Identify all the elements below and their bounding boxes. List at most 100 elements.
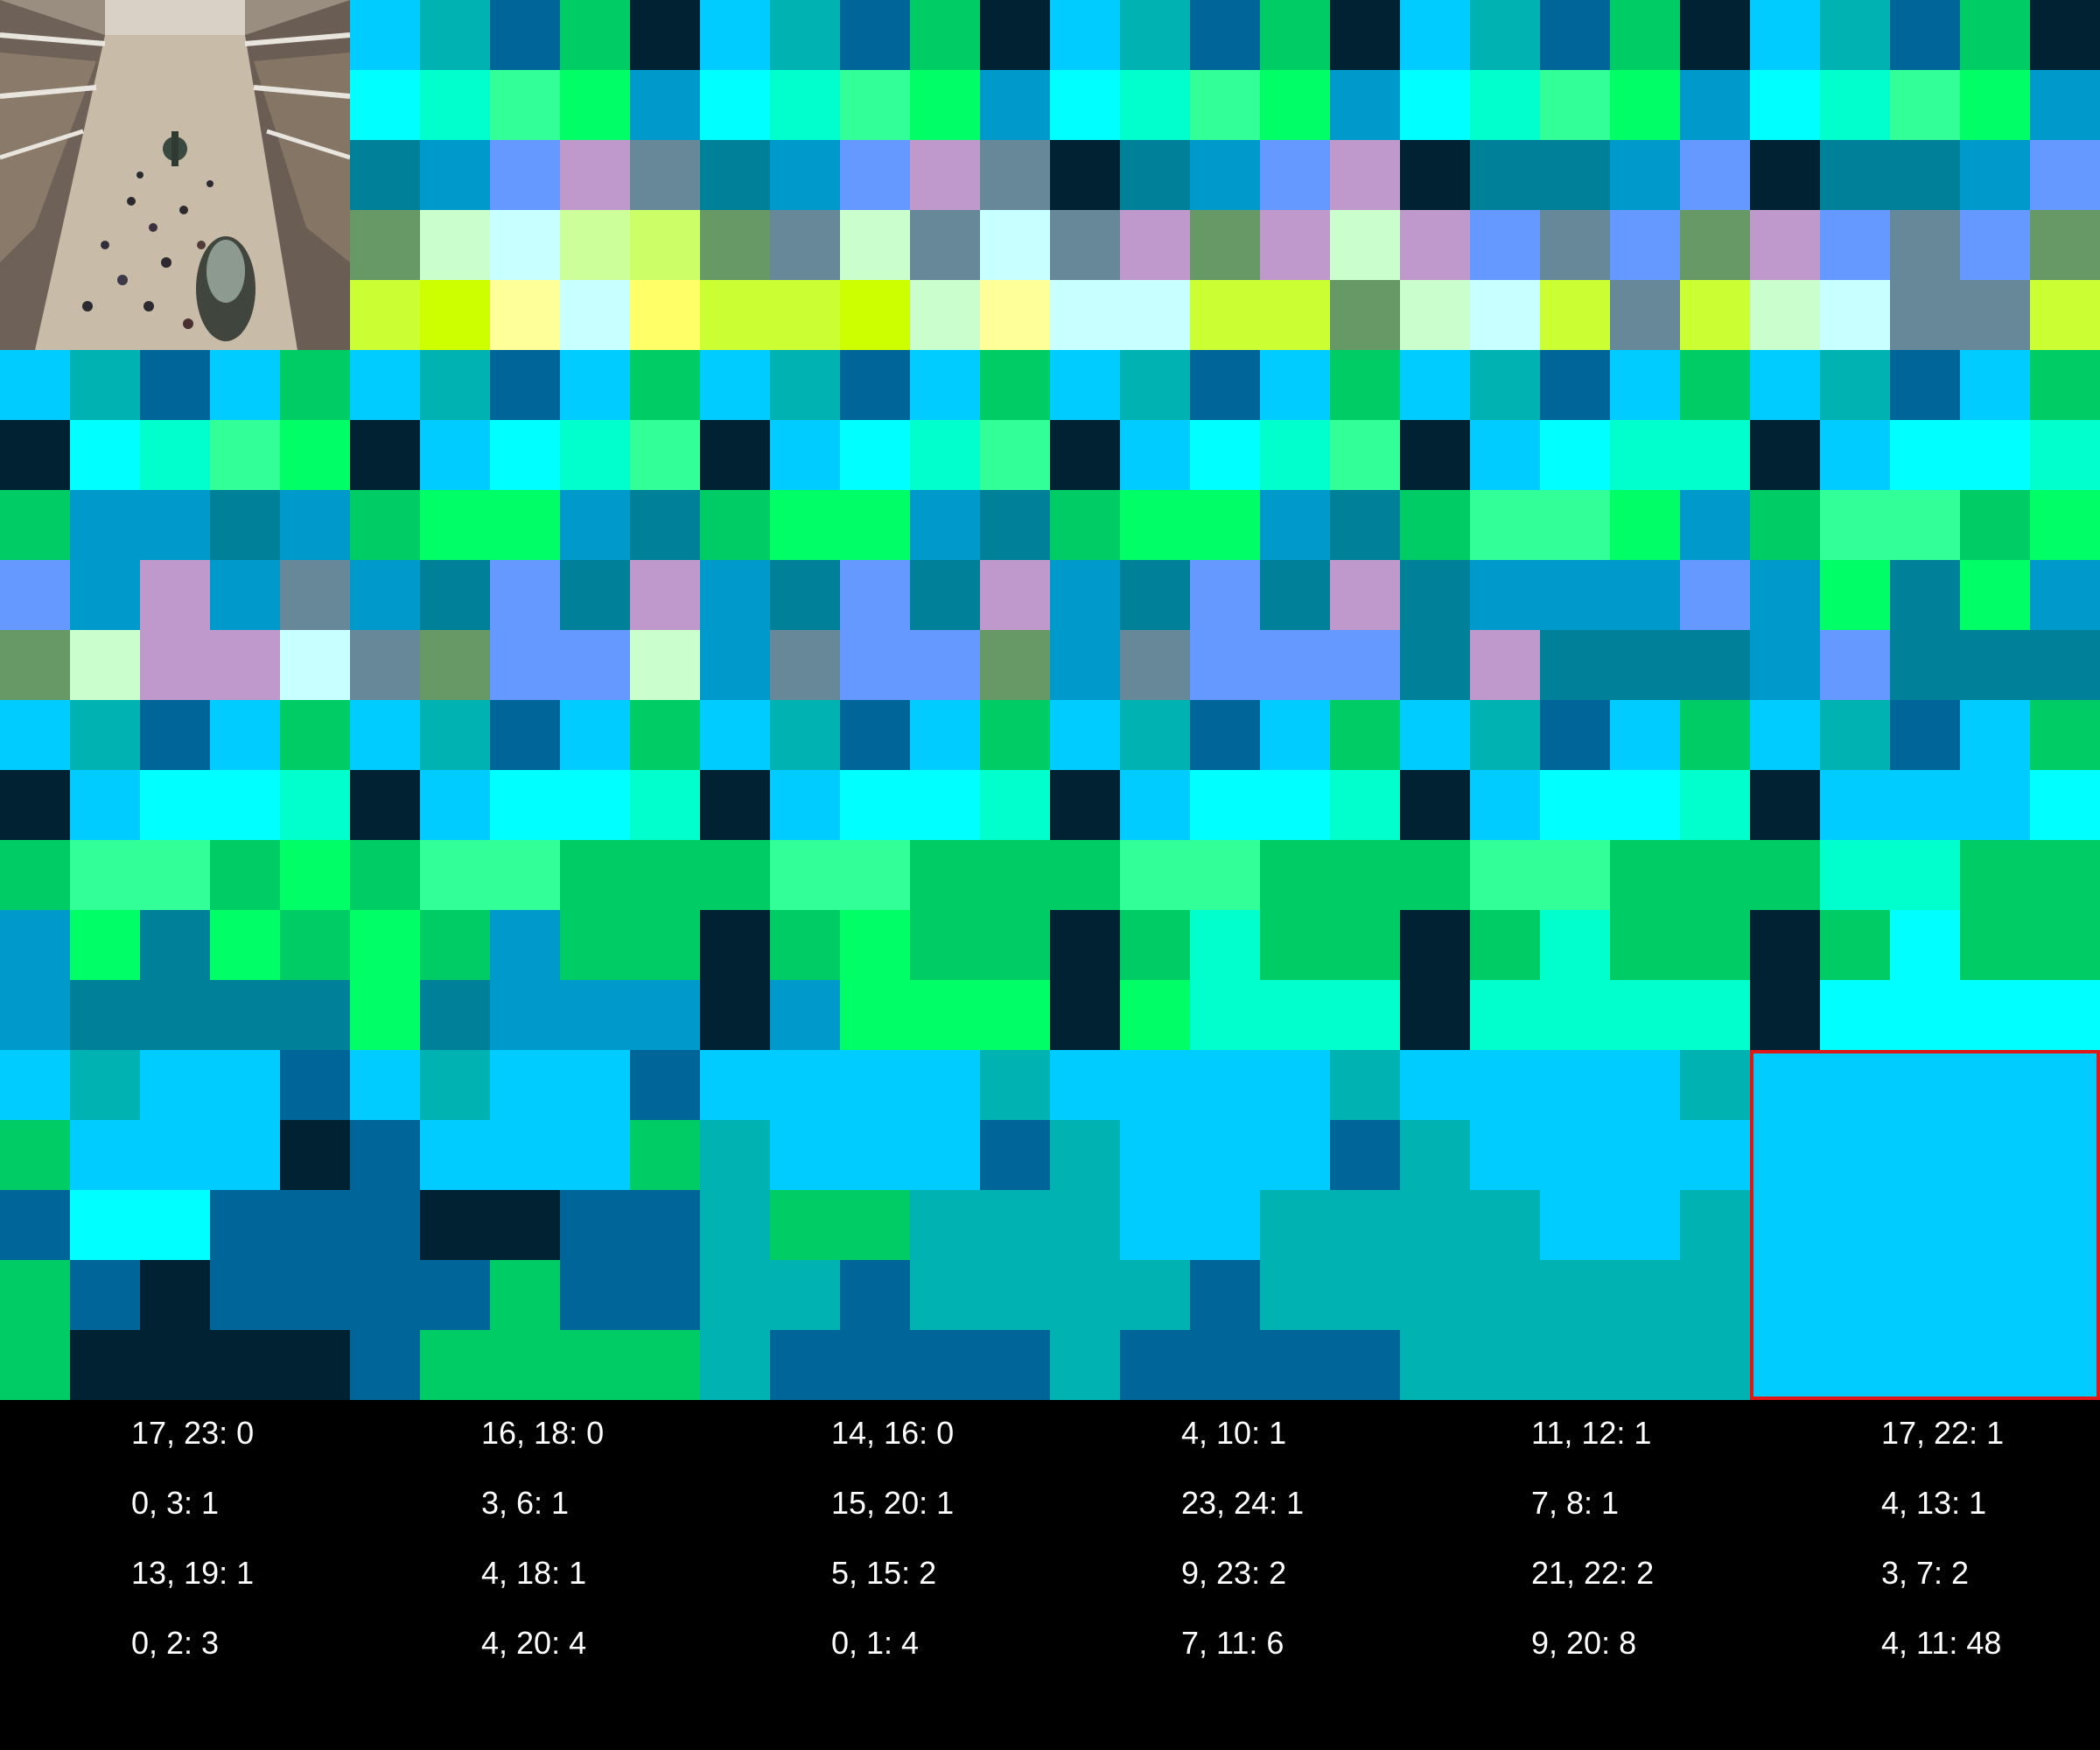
grid-cell bbox=[1610, 280, 1680, 350]
grid-cell bbox=[490, 1050, 560, 1120]
grid-cell bbox=[1470, 1260, 1540, 1330]
grid-cell bbox=[700, 1120, 770, 1190]
grid-cell bbox=[1190, 420, 1260, 490]
grid-cell bbox=[0, 1050, 70, 1120]
grid-cell bbox=[1820, 700, 1890, 770]
grid-cell bbox=[1610, 910, 1680, 980]
grid-cell bbox=[1050, 420, 1120, 490]
grid-cell bbox=[840, 1190, 910, 1260]
grid-cell bbox=[490, 0, 560, 70]
grid-cell bbox=[560, 210, 630, 280]
grid-cell bbox=[1680, 350, 1750, 420]
grid-cell bbox=[980, 490, 1050, 560]
grid-cell bbox=[560, 420, 630, 490]
grid-cell bbox=[1330, 840, 1400, 910]
grid-cell bbox=[1890, 840, 1960, 910]
grid-cell bbox=[840, 630, 910, 700]
grid-cell bbox=[980, 700, 1050, 770]
grid-cell bbox=[560, 350, 630, 420]
pair-count-label: 14, 16: 0 bbox=[831, 1415, 955, 1451]
pair-count-label: 21, 22: 2 bbox=[1531, 1555, 1655, 1591]
grid-cell bbox=[2030, 700, 2100, 770]
grid-cell bbox=[1680, 420, 1750, 490]
grid-cell bbox=[1610, 560, 1680, 630]
pair-count-label: 17, 22: 1 bbox=[1881, 1415, 2005, 1451]
grid-cell bbox=[0, 1260, 70, 1330]
grid-cell bbox=[1050, 630, 1120, 700]
grid-cell bbox=[0, 980, 70, 1050]
grid-cell bbox=[910, 280, 980, 350]
grid-cell bbox=[420, 700, 490, 770]
grid-cell bbox=[1050, 0, 1120, 70]
grid-cell bbox=[1890, 1120, 1960, 1190]
grid-cell bbox=[420, 210, 490, 280]
grid-cell bbox=[1470, 980, 1540, 1050]
grid-cell bbox=[140, 700, 210, 770]
grid-cell bbox=[70, 700, 140, 770]
grid-cell bbox=[1750, 70, 1820, 140]
grid-cell bbox=[490, 1260, 560, 1330]
grid-cell bbox=[140, 980, 210, 1050]
grid-cell bbox=[1050, 980, 1120, 1050]
grid-cell bbox=[1330, 770, 1400, 840]
grid-cell bbox=[490, 1120, 560, 1190]
grid-cell bbox=[1540, 1260, 1610, 1330]
grid-cell bbox=[910, 420, 980, 490]
grid-cell bbox=[630, 420, 700, 490]
grid-cell bbox=[1470, 1190, 1540, 1260]
grid-cell bbox=[1540, 70, 1610, 140]
grid-cell bbox=[1120, 350, 1190, 420]
grid-cell bbox=[1610, 350, 1680, 420]
grid-cell bbox=[490, 70, 560, 140]
grid-cell bbox=[1190, 840, 1260, 910]
grid-cell bbox=[1890, 1260, 1960, 1330]
grid-cell bbox=[1890, 280, 1960, 350]
grid-cell bbox=[0, 1120, 70, 1190]
grid-cell bbox=[210, 700, 280, 770]
grid-cell bbox=[280, 700, 350, 770]
grid-cell bbox=[70, 1260, 140, 1330]
grid-cell bbox=[1260, 1120, 1330, 1190]
grid-cell bbox=[1750, 210, 1820, 280]
grid-cell bbox=[420, 350, 490, 420]
grid-cell bbox=[1050, 1120, 1120, 1190]
grid-cell bbox=[2030, 910, 2100, 980]
grid-cell bbox=[350, 70, 420, 140]
grid-cell bbox=[1050, 560, 1120, 630]
grid-cell bbox=[1330, 630, 1400, 700]
grid-cell bbox=[1120, 1050, 1190, 1120]
grid-cell bbox=[1890, 210, 1960, 280]
grid-cell bbox=[490, 560, 560, 630]
grid-cell bbox=[1470, 0, 1540, 70]
grid-cell bbox=[2030, 70, 2100, 140]
grid-cell bbox=[2030, 560, 2100, 630]
grid-cell bbox=[1190, 1120, 1260, 1190]
pair-count-labels: 17, 23: 0 16, 18: 0 14, 16: 0 4, 10: 1 11, 1… bbox=[0, 1400, 2100, 1750]
grid-cell bbox=[1470, 1330, 1540, 1400]
grid-cell bbox=[560, 70, 630, 140]
grid-cell bbox=[1470, 420, 1540, 490]
grid-cell bbox=[1540, 1330, 1610, 1400]
grid-cell bbox=[770, 560, 840, 630]
grid-cell bbox=[630, 630, 700, 700]
grid-cell bbox=[560, 1050, 630, 1120]
grid-cell bbox=[1540, 1050, 1610, 1120]
grid-cell bbox=[1610, 700, 1680, 770]
grid-cell bbox=[1260, 700, 1330, 770]
grid-cell bbox=[630, 0, 700, 70]
grid-cell bbox=[420, 1260, 490, 1330]
grid-cell bbox=[700, 1260, 770, 1330]
grid-cell bbox=[630, 840, 700, 910]
grid-cell bbox=[1330, 0, 1400, 70]
grid-cell bbox=[560, 700, 630, 770]
grid-cell bbox=[350, 140, 420, 210]
grid-cell bbox=[1260, 910, 1330, 980]
grid-cell bbox=[630, 490, 700, 560]
grid-cell bbox=[910, 0, 980, 70]
grid-cell bbox=[1120, 490, 1190, 560]
grid-cell bbox=[1470, 280, 1540, 350]
grid-cell bbox=[840, 1050, 910, 1120]
pair-count-label: 5, 15: 2 bbox=[831, 1555, 937, 1591]
grid-cell bbox=[350, 210, 420, 280]
grid-cell bbox=[350, 770, 420, 840]
